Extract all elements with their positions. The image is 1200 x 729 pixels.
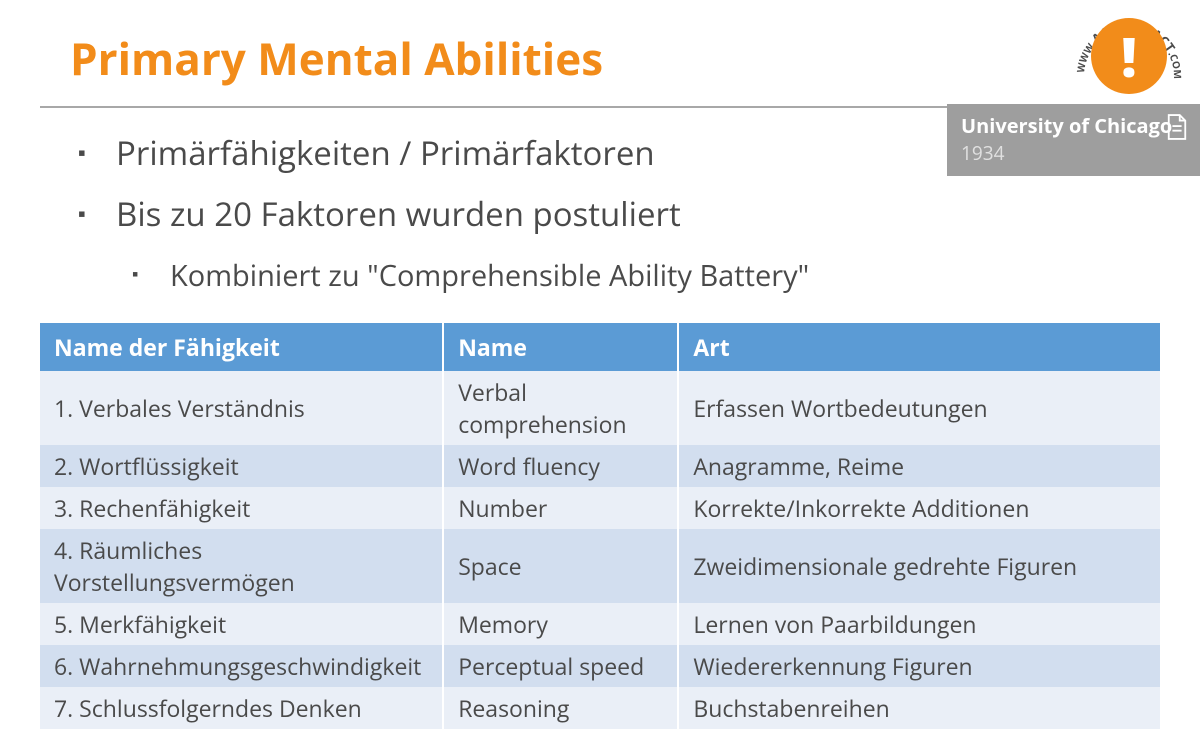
table-header: Art xyxy=(678,323,1160,371)
table-cell: Korrekte/Inkorrekte Additionen xyxy=(678,487,1160,529)
bullet-item: Primärfähigkeiten / Primärfaktoren xyxy=(70,130,1160,175)
sub-bullet-list: Kombiniert zu "Comprehensible Ability Ba… xyxy=(70,256,1160,295)
bullet-item: Bis zu 20 Faktoren wurden postuliert xyxy=(70,191,1160,236)
page-title: Primary Mental Abilities xyxy=(0,0,1200,106)
document-icon xyxy=(1166,114,1188,140)
table-cell: Perceptual speed xyxy=(443,645,678,687)
table-cell: 7. Schlussfolgerndes Denken xyxy=(40,687,443,729)
table-row: 6. WahrnehmungsgeschwindigkeitPerceptual… xyxy=(40,645,1160,687)
table-row: 4. Räumliches VorstellungsvermögenSpaceZ… xyxy=(40,529,1160,603)
table-cell: 2. Wortflüssigkeit xyxy=(40,445,443,487)
abilities-table: Name der FähigkeitNameArt 1. Verbales Ve… xyxy=(40,323,1160,729)
table-cell: Reasoning xyxy=(443,687,678,729)
table-cell: Erfassen Wortbedeutungen xyxy=(678,371,1160,445)
table-cell: 3. Rechenfähigkeit xyxy=(40,487,443,529)
table-cell: Number xyxy=(443,487,678,529)
table-cell: 4. Räumliches Vorstellungsvermögen xyxy=(40,529,443,603)
table-row: 7. Schlussfolgerndes DenkenReasoningBuch… xyxy=(40,687,1160,729)
table-cell: 5. Merkfähigkeit xyxy=(40,603,443,645)
content-area: University of Chicago 1934 Primärfähigke… xyxy=(0,108,1200,295)
table-header: Name xyxy=(443,323,678,371)
table-cell: 6. Wahrnehmungsgeschwindigkeit xyxy=(40,645,443,687)
brand-logo: WWW.ACT-ACT-ACT.COM ! xyxy=(1074,6,1184,106)
table-header: Name der Fähigkeit xyxy=(40,323,443,371)
table-cell: Space xyxy=(443,529,678,603)
bullet-list: Primärfähigkeiten / Primärfaktoren Bis z… xyxy=(70,130,1160,236)
abilities-table-wrap: Name der FähigkeitNameArt 1. Verbales Ve… xyxy=(40,323,1160,729)
table-row: 2. WortflüssigkeitWord fluencyAnagramme,… xyxy=(40,445,1160,487)
table-cell: Verbal comprehension xyxy=(443,371,678,445)
logo-circle: ! xyxy=(1091,18,1167,94)
table-cell: Lernen von Paarbildungen xyxy=(678,603,1160,645)
table-cell: Buchstabenreihen xyxy=(678,687,1160,729)
table-cell: 1. Verbales Verständnis xyxy=(40,371,443,445)
table-cell: Wiedererkennung Figuren xyxy=(678,645,1160,687)
table-cell: Memory xyxy=(443,603,678,645)
table-row: 1. Verbales VerständnisVerbal comprehens… xyxy=(40,371,1160,445)
table-cell: Word fluency xyxy=(443,445,678,487)
table-row: 3. RechenfähigkeitNumberKorrekte/Inkorre… xyxy=(40,487,1160,529)
table-cell: Zweidimensionale gedrehte Figuren xyxy=(678,529,1160,603)
exclaim-icon: ! xyxy=(1121,29,1137,83)
table-row: 5. MerkfähigkeitMemoryLernen von Paarbil… xyxy=(40,603,1160,645)
sub-bullet-item: Kombiniert zu "Comprehensible Ability Ba… xyxy=(70,256,1160,295)
table-cell: Anagramme, Reime xyxy=(678,445,1160,487)
